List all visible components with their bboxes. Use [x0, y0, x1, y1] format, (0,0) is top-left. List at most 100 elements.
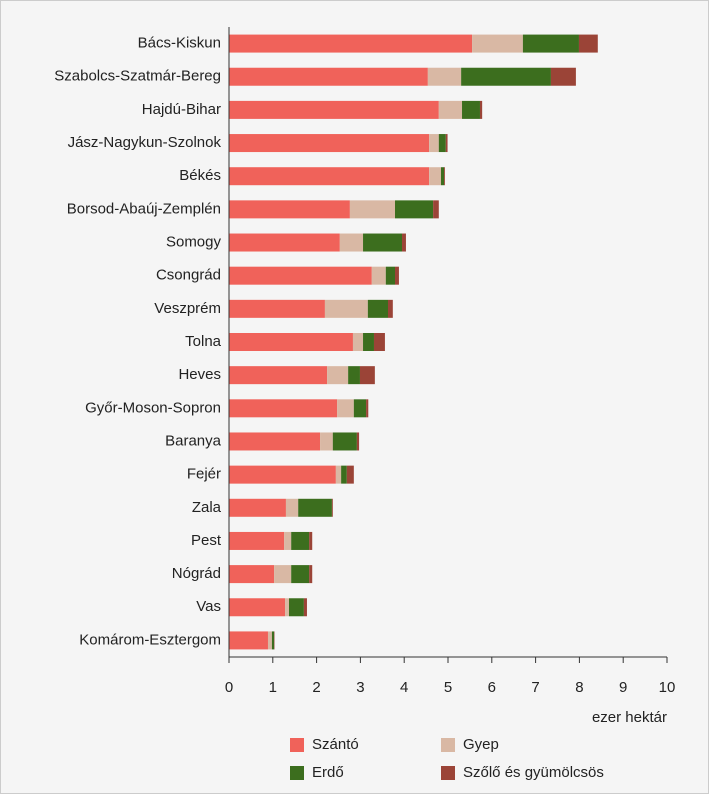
bar-segment: [291, 565, 310, 584]
y-tick-label: Szabolcs-Szatmár-Bereg: [54, 68, 221, 85]
bar-segment: [367, 299, 388, 318]
y-tick-label: Tolna: [185, 333, 222, 350]
bar-segment: [309, 531, 313, 550]
x-tick-label: 5: [444, 679, 452, 696]
y-tick-label: Heves: [178, 366, 221, 383]
bar-segment: [229, 432, 321, 451]
bar-segment: [366, 399, 369, 418]
legend-swatch: [290, 738, 304, 752]
bar-segment: [229, 631, 268, 650]
legend-swatch: [441, 738, 455, 752]
bar-segment: [461, 67, 551, 86]
bar-segment: [472, 34, 523, 53]
x-tick-label: 3: [356, 679, 364, 696]
bar-segment: [320, 432, 333, 451]
bar-segment: [229, 465, 336, 484]
bar-segment: [271, 631, 275, 650]
legend-label: Szántó: [312, 736, 359, 753]
y-tick-label: Veszprém: [154, 300, 221, 317]
legend-label: Gyep: [463, 736, 499, 753]
legend-swatch: [441, 766, 455, 780]
y-tick-label: Vas: [196, 598, 221, 615]
bar-segment: [229, 565, 275, 584]
bar-segment: [335, 465, 342, 484]
bar-segment: [331, 498, 333, 517]
bar-segment: [438, 134, 446, 153]
bar-segment: [284, 531, 292, 550]
bar-segment: [229, 498, 286, 517]
bar-segment: [229, 167, 430, 186]
bar-segment: [291, 531, 310, 550]
bar-segment: [229, 200, 350, 219]
bar-segment: [371, 266, 386, 285]
bar-segment: [433, 200, 439, 219]
bar-segment: [395, 266, 399, 285]
y-tick-label: Bács-Kiskun: [138, 35, 221, 52]
bar-segment: [341, 465, 347, 484]
x-tick-label: 6: [488, 679, 496, 696]
bar-segment: [303, 598, 307, 617]
x-tick-label: 8: [575, 679, 583, 696]
x-tick-label: 2: [312, 679, 320, 696]
bar-segment: [229, 100, 439, 119]
bar-segment: [479, 100, 483, 119]
bar-segment: [445, 134, 448, 153]
y-tick-label: Zala: [192, 499, 222, 516]
legend-swatch: [290, 766, 304, 780]
bar-segment: [444, 167, 445, 186]
x-tick-label: 7: [531, 679, 539, 696]
y-tick-label: Borsod-Abaúj-Zemplén: [67, 200, 221, 217]
bar-segment: [324, 299, 368, 318]
bar-segment: [373, 333, 385, 351]
bar-segment: [402, 233, 406, 252]
bar-segment: [229, 598, 286, 617]
bar-segment: [285, 498, 299, 517]
bar-segment: [267, 631, 272, 650]
x-tick-label: 4: [400, 679, 408, 696]
bar-segment: [429, 134, 439, 153]
x-tick-label: 1: [269, 679, 277, 696]
bar-segment: [289, 598, 304, 617]
y-tick-label: Nógrád: [172, 565, 221, 582]
bar-segment: [229, 399, 338, 418]
bar-segment: [337, 399, 354, 418]
y-tick-label: Komárom-Esztergom: [79, 631, 221, 648]
bar-segment: [427, 67, 462, 86]
bar-segment: [339, 233, 364, 252]
bar-segment: [229, 134, 430, 153]
legend-label: Szőlő és gyümölcsös: [463, 764, 604, 781]
bar-segment: [229, 299, 325, 318]
y-tick-label: Pest: [191, 532, 222, 549]
legend-label: Erdő: [312, 764, 344, 781]
y-tick-label: Győr-Moson-Sopron: [85, 399, 221, 416]
bar-segment: [387, 299, 393, 318]
bar-segment: [462, 100, 480, 119]
y-tick-label: Csongrád: [156, 267, 221, 284]
bar-segment: [349, 200, 396, 219]
bar-segment: [229, 233, 340, 252]
y-tick-label: Békés: [179, 167, 221, 184]
bar-segment: [327, 366, 349, 385]
bar-segment: [363, 233, 403, 252]
bar-segment: [395, 200, 434, 219]
bar-segment: [363, 333, 374, 351]
x-tick-label: 9: [619, 679, 627, 696]
bar-segment: [229, 531, 285, 550]
bar-segment: [352, 333, 364, 351]
y-tick-label: Jász-Nagykun-Szolnok: [68, 134, 222, 151]
bar-segment: [578, 34, 598, 53]
bar-segment: [229, 366, 328, 385]
bar-segment: [522, 34, 579, 53]
bar-segment: [298, 498, 332, 517]
bar-segment: [359, 366, 375, 385]
y-tick-label: Fejér: [187, 466, 221, 483]
bar-segment: [229, 266, 372, 285]
bar-segment: [438, 100, 463, 119]
bar-segment: [353, 399, 367, 418]
bar-segment: [309, 565, 313, 584]
bar-segment: [229, 67, 428, 86]
bar-segment: [385, 266, 396, 285]
y-tick-label: Somogy: [166, 233, 222, 250]
